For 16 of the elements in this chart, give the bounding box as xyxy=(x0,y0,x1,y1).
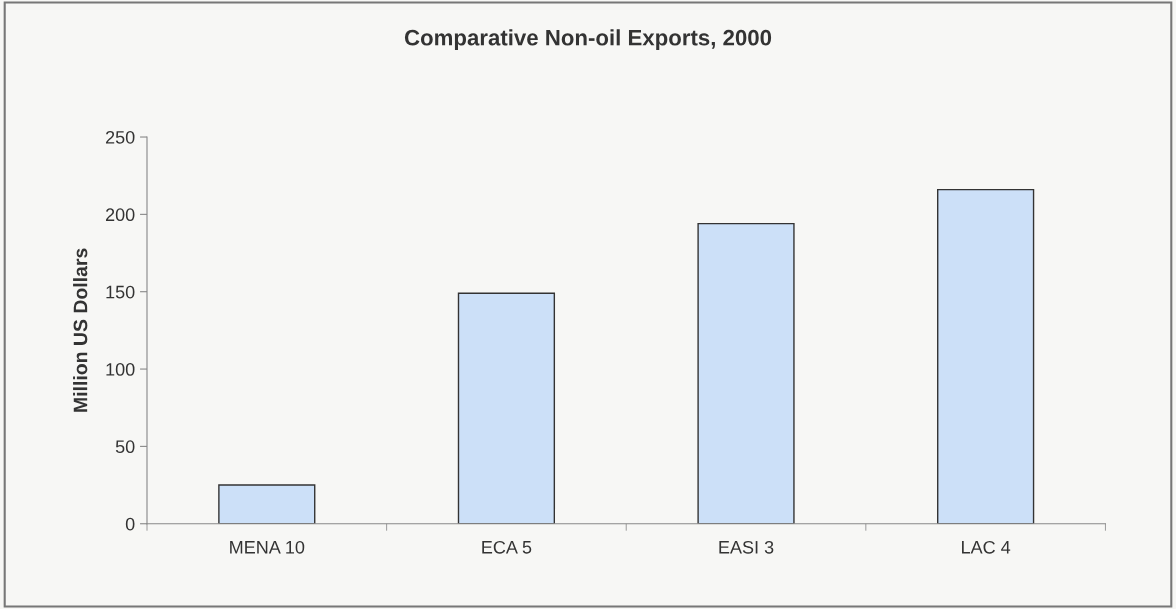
y-tick-label: 200 xyxy=(105,208,135,222)
x-tick-label: ECA 5 xyxy=(482,540,532,554)
x-tick-label: EASI 3 xyxy=(719,540,774,554)
y-tick-label: 150 xyxy=(106,285,135,299)
x-tick-label: MENA 10 xyxy=(230,540,305,554)
bar xyxy=(937,188,1035,524)
y-tick-label: 100 xyxy=(106,362,135,376)
bar xyxy=(218,484,316,524)
y-axis-title: Million US Dollars xyxy=(73,248,88,412)
y-tick-label: 250 xyxy=(105,130,135,144)
y-tick-label: 0 xyxy=(125,517,135,531)
bar xyxy=(457,292,556,524)
chart-title: Comparative Non-oil Exports, 2000 xyxy=(404,29,772,50)
x-tick-label: LAC 4 xyxy=(962,540,1011,554)
bar xyxy=(697,222,795,524)
y-tick-label: 50 xyxy=(115,440,135,454)
